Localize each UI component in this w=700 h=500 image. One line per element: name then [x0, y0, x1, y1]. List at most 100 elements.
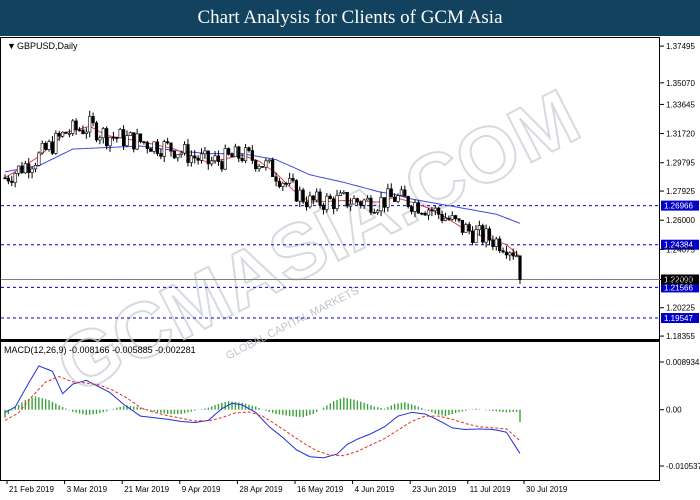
candle-body	[193, 155, 197, 159]
level-tag	[661, 313, 699, 324]
candle-body	[220, 161, 224, 170]
candle-body	[81, 129, 85, 134]
candle-body	[413, 202, 417, 212]
time-tick-label: 23 Jun 2019	[412, 485, 457, 494]
candle-body	[399, 189, 404, 196]
candle-body	[54, 133, 58, 154]
candle-body	[447, 217, 451, 220]
candle-body	[345, 192, 349, 207]
candle-body	[152, 141, 156, 152]
candle-body	[155, 141, 160, 154]
candle-body	[328, 195, 332, 200]
candle-body	[243, 147, 248, 162]
candle-body	[457, 218, 461, 221]
candle-body	[477, 225, 481, 230]
candle-body	[335, 195, 339, 209]
candle-body	[342, 192, 346, 194]
candle-body	[203, 150, 207, 155]
candle-body	[162, 141, 166, 157]
candle-body	[115, 137, 119, 139]
candle-body	[23, 163, 27, 174]
chart-area: GCMASIA.COM GLOBAL CAPITAL MARKETS 1.269…	[0, 37, 700, 494]
candle-body	[44, 142, 48, 150]
candle-body	[315, 191, 319, 201]
price-tick-label: 1.26000	[666, 216, 695, 225]
candle-body	[416, 202, 420, 214]
candle-body	[443, 217, 448, 221]
candle-body	[348, 203, 353, 207]
candle-body	[135, 133, 139, 150]
macd-lines	[4, 365, 521, 459]
candle-body	[321, 204, 326, 210]
price-tick-label: 1.27925	[666, 187, 695, 196]
level-tag-label: 1.21566	[664, 283, 693, 292]
macd-tick-label: 0.00	[666, 406, 682, 415]
candle-body	[176, 154, 180, 159]
horizontal-levels: 1.26966 1.24384 1.21566 1.19547 1.22090	[1, 200, 699, 324]
candle-body	[179, 152, 183, 155]
candle-body	[20, 165, 24, 174]
candle-body	[372, 212, 376, 214]
time-tick-label: 28 Apr 2019	[239, 485, 283, 494]
price-tick-label: 1.22090	[666, 275, 695, 284]
candle-body	[396, 195, 400, 202]
candle-body	[284, 182, 288, 185]
candle-body	[454, 215, 458, 220]
candle-body	[403, 189, 407, 197]
candle-body	[210, 160, 214, 165]
candle-body	[105, 128, 109, 147]
candle-body	[281, 182, 285, 187]
candle-body	[362, 199, 366, 206]
candle-body	[101, 128, 105, 139]
candle-body	[325, 195, 329, 210]
ma-slow-line	[4, 145, 521, 224]
candle-body	[206, 150, 210, 165]
candle-body	[393, 196, 397, 202]
candle-body	[189, 155, 193, 163]
price-tick-label: 1.31720	[666, 130, 695, 139]
candle-body	[16, 165, 21, 174]
candle-body	[298, 189, 302, 202]
price-tick-label: 1.35070	[666, 79, 695, 88]
candle-body	[149, 148, 153, 152]
candle-body	[464, 224, 468, 233]
candle-body	[501, 250, 505, 253]
level-tag-label: 1.26966	[664, 202, 693, 211]
collapse-icon[interactable]: ▼	[7, 41, 16, 51]
candle-body	[74, 120, 78, 131]
candle-body	[71, 120, 75, 134]
candle-body	[504, 251, 509, 256]
candle-body	[277, 180, 282, 187]
price-tick-label: 1.37495	[666, 42, 695, 51]
candle-body	[108, 136, 112, 147]
current-price-label: 1.22090	[664, 275, 693, 284]
candle-body	[118, 129, 122, 139]
current-price-tag	[661, 274, 699, 285]
macd-line	[4, 365, 521, 459]
candle-body	[409, 206, 414, 212]
candle-body	[247, 147, 251, 151]
candle-body	[6, 177, 10, 182]
candle-body	[111, 136, 116, 139]
candle-body	[511, 252, 515, 257]
candle-body	[369, 197, 373, 213]
candle-body	[186, 144, 190, 163]
candle-body	[27, 163, 31, 173]
candle-body	[433, 207, 437, 212]
candle-body	[288, 178, 292, 184]
time-tick-label: 30 Jul 2019	[526, 485, 568, 494]
candle-body	[128, 132, 132, 136]
candle-body	[145, 142, 149, 149]
candle-body	[213, 155, 217, 162]
chart-header-title: Chart Analysis for Clients of GCM Asia	[0, 0, 700, 36]
candle-body	[508, 252, 512, 256]
candle-body	[467, 224, 471, 232]
candle-body	[10, 180, 14, 183]
time-tick-label: 11 Jul 2019	[470, 485, 511, 494]
candle-body	[37, 152, 41, 166]
candle-body	[257, 166, 261, 170]
macd-title: MACD(12,26,9) -0.008166 -0.005885 -0.002…	[4, 345, 196, 355]
candle-body	[47, 141, 51, 150]
candle-body	[98, 137, 102, 141]
candle-body	[474, 229, 478, 243]
